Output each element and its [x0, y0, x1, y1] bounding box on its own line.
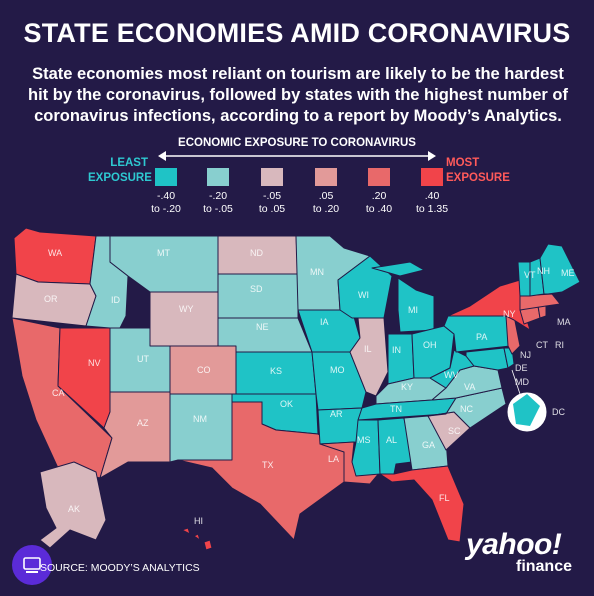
state-label-ri: RI	[555, 340, 564, 350]
subtitle: State economies most reliant on tourism …	[28, 65, 568, 125]
state-in	[387, 333, 415, 385]
legend-swatch-4	[315, 168, 337, 186]
legend-swatch-6	[421, 168, 443, 186]
state-label-nj: NJ	[520, 350, 531, 360]
gallery-icon	[23, 557, 41, 573]
state-dc	[513, 394, 540, 426]
state-label-dc: DC	[552, 407, 565, 417]
legend-range-6: .40 to 1.35	[415, 190, 449, 215]
state-label-vt: VT	[524, 270, 536, 280]
state-label-co: CO	[197, 365, 211, 375]
state-label-nd: ND	[250, 248, 263, 258]
legend-range-3: -.05 to .05	[258, 190, 286, 215]
state-tx	[177, 401, 345, 541]
state-label-tx: TX	[262, 460, 274, 470]
logo-yahoo: yahoo!	[466, 528, 562, 561]
legend-range-2: -.20 to -.05	[203, 190, 233, 215]
state-label-or: OR	[44, 294, 58, 304]
state-label-in: IN	[392, 345, 401, 355]
state-nm	[169, 393, 233, 463]
state-label-wv: WV	[444, 370, 459, 380]
state-label-wi: WI	[358, 290, 369, 300]
legend-most-line1: MOST	[446, 157, 480, 169]
state-label-wa: WA	[48, 248, 62, 258]
state-label-il: IL	[364, 344, 372, 354]
state-label-ma: MA	[557, 317, 571, 327]
state-label-ne: NE	[256, 322, 269, 332]
state-label-wy: WY	[179, 304, 194, 314]
state-label-az: AZ	[137, 418, 149, 428]
legend-swatch-3	[261, 168, 283, 186]
legend-least-line2: EXPOSURE	[88, 172, 152, 184]
legend-most-label: MOST EXPOSURE	[446, 156, 526, 186]
state-label-al: AL	[386, 435, 397, 445]
state-label-sd: SD	[250, 284, 263, 294]
legend-swatch-1	[155, 168, 177, 186]
state-label-ms: MS	[357, 435, 371, 445]
legend-range-4: .05 to .20	[312, 190, 340, 215]
state-labels: WA OR CA NV ID MT WY UT AZ CO NM ND SD N…	[44, 248, 575, 526]
state-label-nv: NV	[88, 358, 101, 368]
state-label-nm: NM	[193, 414, 207, 424]
legend-title: ECONOMIC EXPOSURE TO CORONAVIRUS	[178, 137, 416, 149]
legend-swatch-5	[368, 168, 390, 186]
state-label-mo: MO	[330, 365, 345, 375]
state-label-ok: OK	[280, 399, 293, 409]
state-sd	[217, 273, 299, 319]
state-label-nc: NC	[460, 404, 473, 414]
state-label-ut: UT	[137, 354, 149, 364]
state-label-ks: KS	[270, 366, 282, 376]
state-il	[349, 317, 389, 397]
state-wy	[149, 291, 219, 347]
legend-least-label: LEAST EXPOSURE	[88, 156, 152, 186]
state-label-fl: FL	[439, 493, 450, 503]
state-label-id: ID	[111, 295, 121, 305]
state-label-ny: NY	[503, 309, 516, 319]
gallery-button[interactable]	[12, 545, 52, 585]
legend-range-1: -.40 to -.20	[151, 190, 181, 215]
state-label-pa: PA	[476, 332, 487, 342]
state-ak	[39, 461, 107, 549]
state-label-nh: NH	[537, 266, 550, 276]
state-label-ia: IA	[320, 317, 329, 327]
state-hi	[181, 527, 213, 551]
state-label-ca: CA	[52, 388, 65, 398]
page-title: STATE ECONOMIES AMID CORONAVIRUS	[23, 18, 571, 48]
state-label-ct: CT	[536, 340, 548, 350]
state-label-mt: MT	[157, 248, 170, 258]
state-label-ky: KY	[401, 382, 413, 392]
legend-swatch-2	[207, 168, 229, 186]
source-credit: SOURCE: MOODY’S ANALYTICS	[40, 562, 200, 574]
state-label-oh: OH	[423, 340, 437, 350]
state-fl	[379, 465, 465, 543]
state-label-md: MD	[515, 377, 529, 387]
state-label-ak: AK	[68, 504, 80, 514]
state-az	[99, 391, 171, 479]
legend-most-line2: EXPOSURE	[446, 172, 510, 184]
logo-finance: finance	[515, 558, 572, 575]
state-label-mi: MI	[408, 305, 418, 315]
state-label-la: LA	[328, 454, 339, 464]
yahoo-finance-logo: yahoo! finance	[466, 530, 572, 576]
state-label-tn: TN	[390, 404, 402, 414]
state-label-hi: HI	[194, 516, 203, 526]
legend-range-5: .20 to .40	[365, 190, 393, 215]
state-label-de: DE	[515, 363, 528, 373]
legend-least-line1: LEAST	[110, 157, 148, 169]
state-label-sc: SC	[448, 426, 461, 436]
state-label-mn: MN	[310, 267, 324, 277]
legend-arrow-icon	[158, 151, 436, 161]
state-label-va: VA	[464, 382, 475, 392]
state-label-ga: GA	[422, 440, 435, 450]
state-label-me: ME	[561, 268, 575, 278]
state-ri	[537, 305, 547, 319]
state-me	[539, 243, 581, 295]
state-label-ar: AR	[330, 409, 343, 419]
